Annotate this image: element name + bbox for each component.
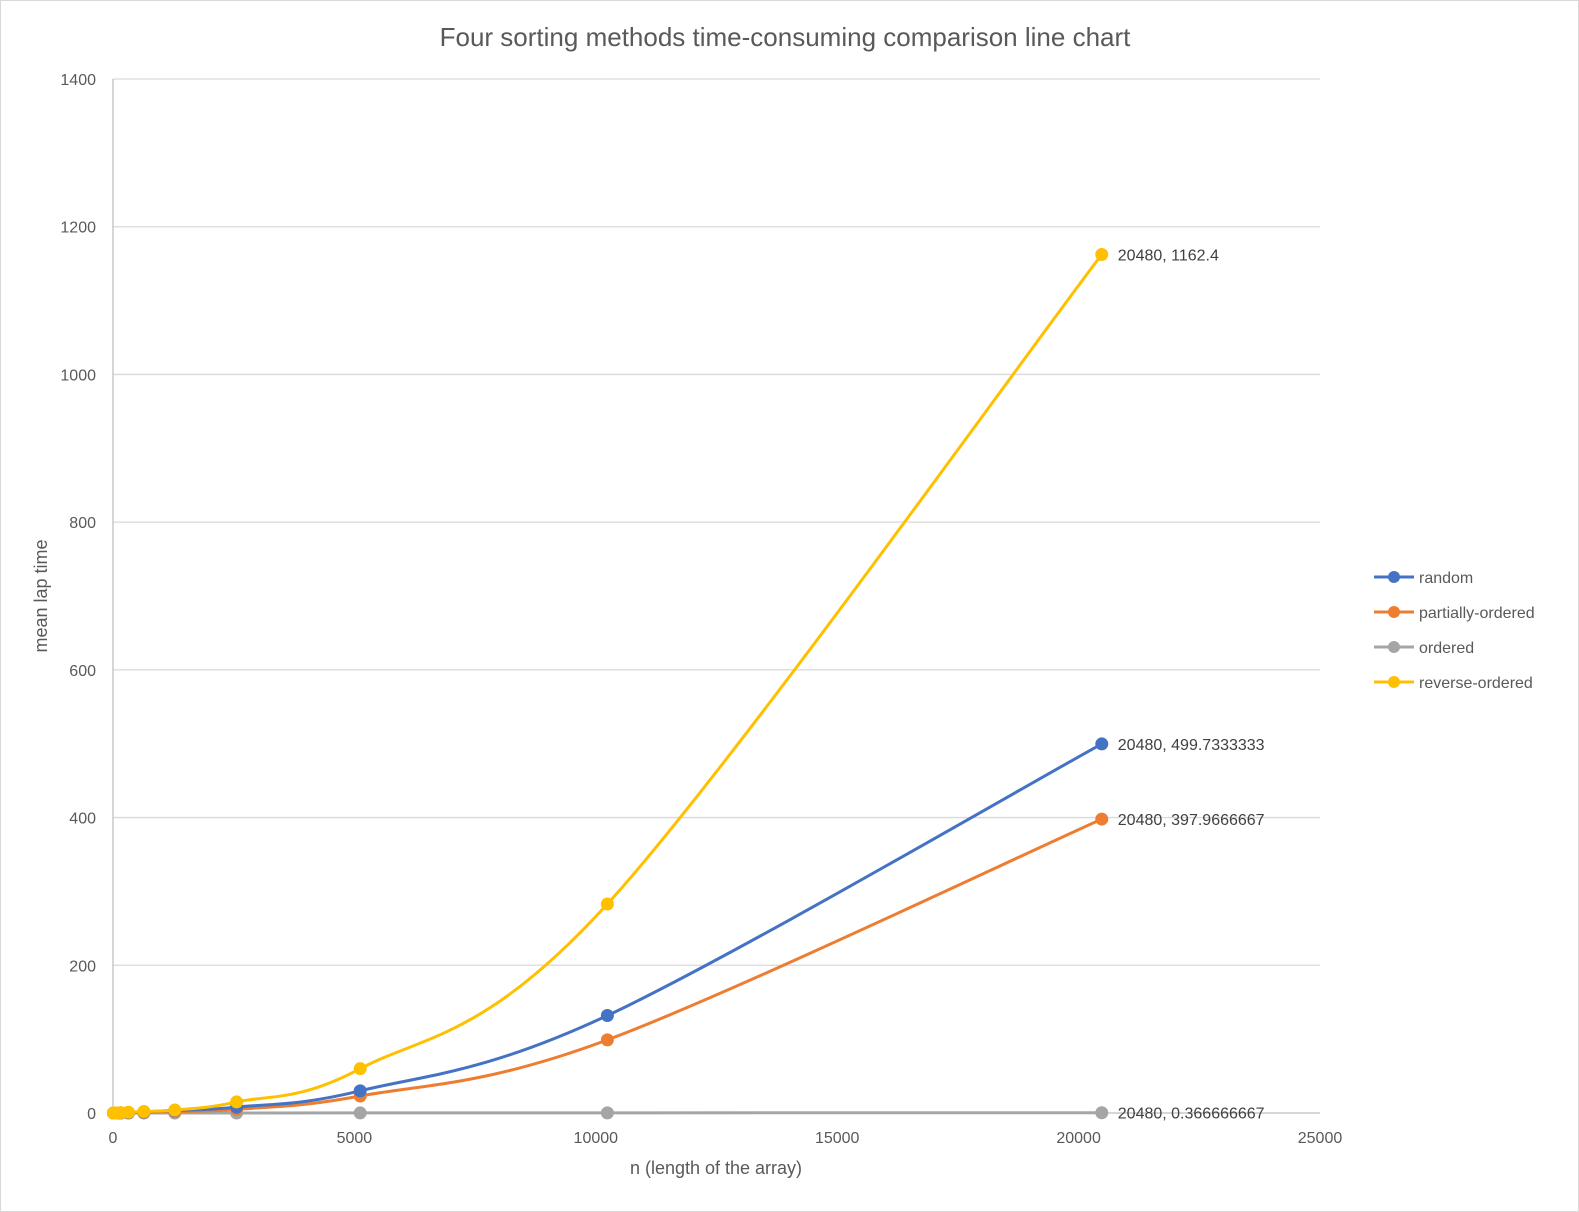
data-point-random — [353, 1084, 367, 1098]
x-tick-label: 0 — [109, 1130, 118, 1147]
data-point-ordered — [353, 1106, 367, 1120]
legend-label: partially-ordered — [1419, 605, 1535, 622]
y-tick-label: 1000 — [60, 367, 96, 384]
data-point-partially-ordered — [1095, 812, 1109, 826]
x-tick-label: 5000 — [337, 1130, 373, 1147]
legend-swatch-marker — [1388, 571, 1400, 583]
legend-swatch-marker — [1388, 641, 1400, 653]
y-tick-label: 200 — [69, 958, 96, 975]
data-point-ordered — [600, 1106, 614, 1120]
data-point-ordered — [1095, 1106, 1109, 1120]
x-tick-label: 10000 — [574, 1130, 619, 1147]
y-tick-label: 600 — [69, 663, 96, 680]
y-tick-label: 800 — [69, 515, 96, 532]
data-point-reverse-ordered — [168, 1103, 182, 1117]
x-tick-label: 15000 — [815, 1130, 860, 1147]
legend-swatch-marker — [1388, 606, 1400, 618]
legend-item-partially-ordered: partially-ordered — [1374, 605, 1535, 622]
data-point-random — [600, 1009, 614, 1023]
chart-title: Four sorting methods time-consuming comp… — [440, 22, 1132, 52]
legend-item-reverse-ordered: reverse-ordered — [1374, 675, 1533, 692]
legend-swatch-marker — [1388, 676, 1400, 688]
data-point-random — [1095, 737, 1109, 751]
data-point-reverse-ordered — [1095, 247, 1109, 261]
x-tick-label: 25000 — [1298, 1130, 1343, 1147]
axes: 0 200 400 600 800 1000 1200 1400 0 5000 10000 15000… — [60, 72, 1342, 1147]
legend-item-random: random — [1374, 570, 1473, 587]
series-line-partially-ordered — [111, 817, 1104, 1115]
data-labels: 20480, 1162.4 20480, 499.7333333 20480, 39… — [1118, 247, 1265, 1122]
y-tick-label: 1200 — [60, 220, 96, 237]
series-line-reverse-ordered — [111, 252, 1104, 1115]
data-point-reverse-ordered — [353, 1062, 367, 1076]
data-label: 20480, 1162.4 — [1118, 247, 1219, 264]
data-point-reverse-ordered — [137, 1105, 151, 1119]
series-lines — [106, 247, 1109, 1120]
y-tick-label: 400 — [69, 811, 96, 828]
x-tick-label: 20000 — [1056, 1130, 1101, 1147]
data-label: 20480, 397.9666667 — [1118, 812, 1265, 829]
legend-label: reverse-ordered — [1419, 675, 1533, 692]
data-label: 20480, 499.7333333 — [1118, 737, 1265, 754]
series-random — [106, 737, 1109, 1120]
x-axis-title: n (length of the array) — [630, 1158, 802, 1178]
data-point-partially-ordered — [600, 1033, 614, 1047]
legend-label: ordered — [1419, 640, 1474, 657]
y-tick-label: 0 — [87, 1106, 96, 1123]
series-partially-ordered — [106, 812, 1109, 1120]
y-axis-title: mean lap time — [31, 539, 51, 652]
series-reverse-ordered — [106, 247, 1109, 1120]
data-point-reverse-ordered — [121, 1105, 135, 1119]
gridlines — [113, 78, 1320, 966]
data-point-reverse-ordered — [230, 1095, 244, 1109]
data-point-reverse-ordered — [600, 897, 614, 911]
data-label: 20480, 0.366666667 — [1118, 1106, 1265, 1123]
legend-item-ordered: ordered — [1374, 640, 1474, 657]
legend: random partially-ordered ordered reverse-or… — [1374, 570, 1535, 692]
legend-label: random — [1419, 570, 1473, 587]
series-line-random — [111, 742, 1104, 1115]
y-tick-label: 1400 — [60, 72, 96, 89]
